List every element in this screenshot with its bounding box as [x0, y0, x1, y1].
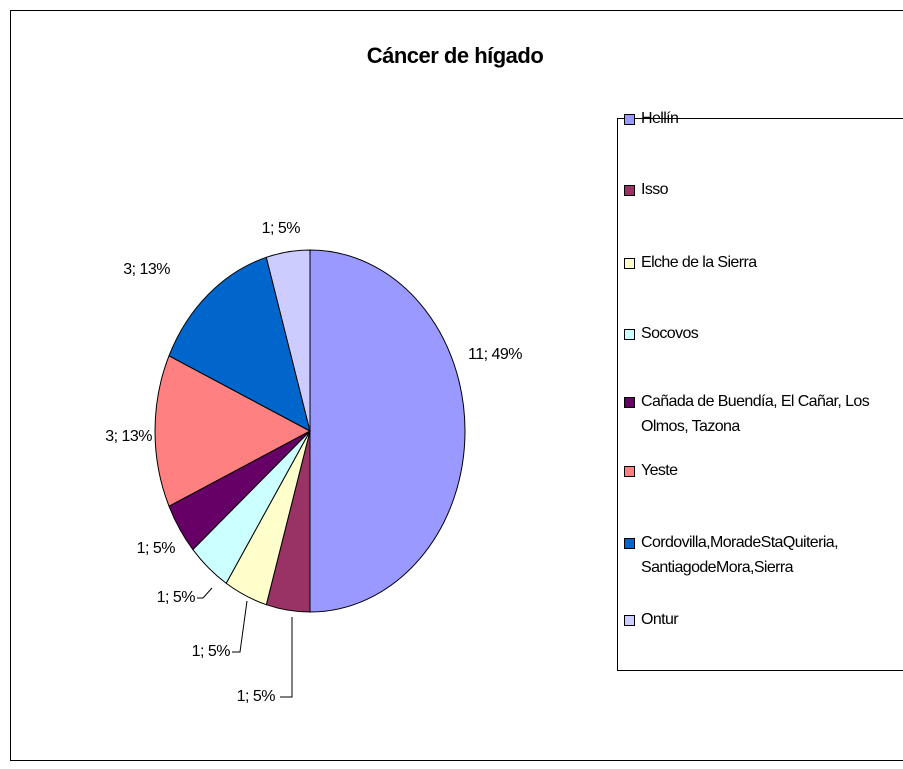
legend-item: Isso: [624, 177, 888, 202]
chart-title: Cáncer de hígado: [367, 43, 544, 68]
legend-swatch: [624, 258, 635, 269]
legend-label: Hellín: [641, 110, 679, 127]
legend-item: Elche de la Sierra: [624, 250, 888, 275]
legend-item: Cañada de Buendía, El Cañar, Los Olmos, …: [624, 389, 888, 439]
data-label: 1; 5%: [237, 688, 276, 705]
data-label: 11; 49%: [468, 346, 522, 363]
data-label: 1; 5%: [137, 540, 176, 557]
leader-line: [197, 587, 213, 599]
legend-swatch: [624, 397, 635, 408]
legend-label: Ontur: [641, 611, 679, 628]
pie-slice: [168, 256, 311, 432]
legend-item: Ontur: [624, 607, 888, 632]
legend-swatch: [624, 329, 635, 340]
legend-item: Socovos: [624, 321, 888, 346]
data-label: 1; 5%: [192, 643, 231, 660]
data-label: 3; 13%: [123, 261, 170, 278]
leader-line: [232, 600, 248, 653]
leader-line: [280, 617, 293, 698]
legend-label: Cordovilla,MoradeStaQuiteria, Santiagode…: [641, 534, 839, 576]
data-label: 3; 13%: [105, 428, 152, 445]
legend-swatch: [624, 615, 635, 626]
legend-swatch: [624, 114, 635, 125]
legend-label: Elche de la Sierra: [641, 254, 757, 271]
legend-label: Socovos: [641, 325, 699, 342]
legend-item: Hellín: [624, 106, 888, 131]
data-label: 1; 5%: [262, 220, 301, 237]
legend: Hellín Isso Elche de la Sierra Socovos Cañad…: [617, 110, 903, 671]
legend-swatch: [624, 185, 635, 196]
data-label: 1; 5%: [157, 589, 196, 606]
legend-swatch: [624, 466, 635, 477]
legend-item: Yeste: [624, 458, 888, 483]
pie-slice: [309, 249, 466, 613]
legend-label: Cañada de Buendía, El Cañar, Los Olmos, …: [641, 393, 870, 435]
pie-slice: [154, 355, 312, 507]
legend-item: Cordovilla,MoradeStaQuiteria, Santiagode…: [624, 530, 888, 580]
pie-slice: [265, 249, 311, 432]
legend-label: Isso: [641, 181, 669, 198]
legend-swatch: [624, 538, 635, 549]
legend-label: Yeste: [641, 462, 678, 479]
